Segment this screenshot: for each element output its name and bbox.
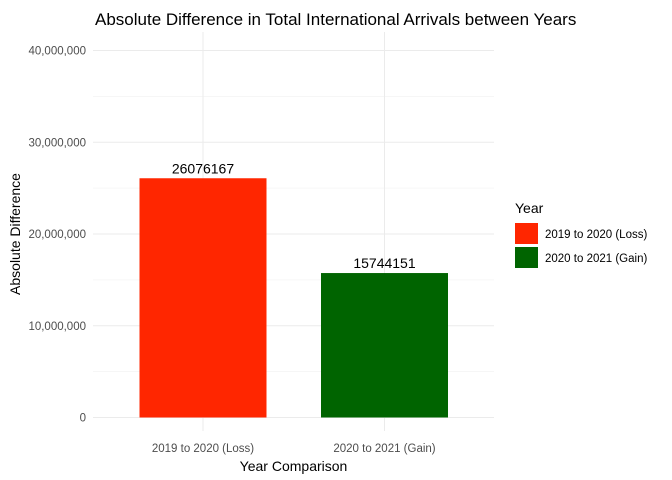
data-label: 26076167 bbox=[172, 160, 235, 176]
bars bbox=[139, 178, 448, 418]
data-label: 15744151 bbox=[353, 255, 416, 271]
y-axis-title: Absolute Difference bbox=[7, 173, 23, 295]
x-tick-label: 2019 to 2020 (Loss) bbox=[152, 443, 254, 455]
legend-label: 2020 to 2021 (Gain) bbox=[545, 253, 647, 265]
chart-title: Absolute Difference in Total Internation… bbox=[95, 10, 576, 29]
y-tick-label: 10,000,000 bbox=[28, 321, 86, 333]
y-tick-label: 20,000,000 bbox=[28, 229, 86, 241]
bar-2 bbox=[321, 273, 448, 418]
x-axis-title: Year Comparison bbox=[240, 458, 348, 474]
y-tick-label: 30,000,000 bbox=[28, 137, 86, 149]
legend-title: Year bbox=[515, 200, 544, 216]
legend: Year 2019 to 2020 (Loss) 2020 to 2021 (Ga… bbox=[515, 200, 647, 268]
legend-label: 2019 to 2020 (Loss) bbox=[545, 229, 647, 241]
data-labels: 26076167 15744151 bbox=[172, 160, 416, 271]
legend-swatch bbox=[515, 223, 538, 244]
x-tick-label: 2020 to 2021 (Gain) bbox=[333, 443, 435, 455]
legend-swatch bbox=[515, 247, 538, 268]
y-tick-label: 0 bbox=[80, 413, 86, 425]
y-axis-ticks: 0 10,000,000 20,000,000 30,000,000 40,000,00… bbox=[28, 46, 86, 425]
y-tick-label: 40,000,000 bbox=[28, 46, 86, 58]
x-axis-ticks: 2019 to 2020 (Loss) 2020 to 2021 (Gain) bbox=[152, 443, 436, 455]
bar-1 bbox=[139, 178, 267, 418]
